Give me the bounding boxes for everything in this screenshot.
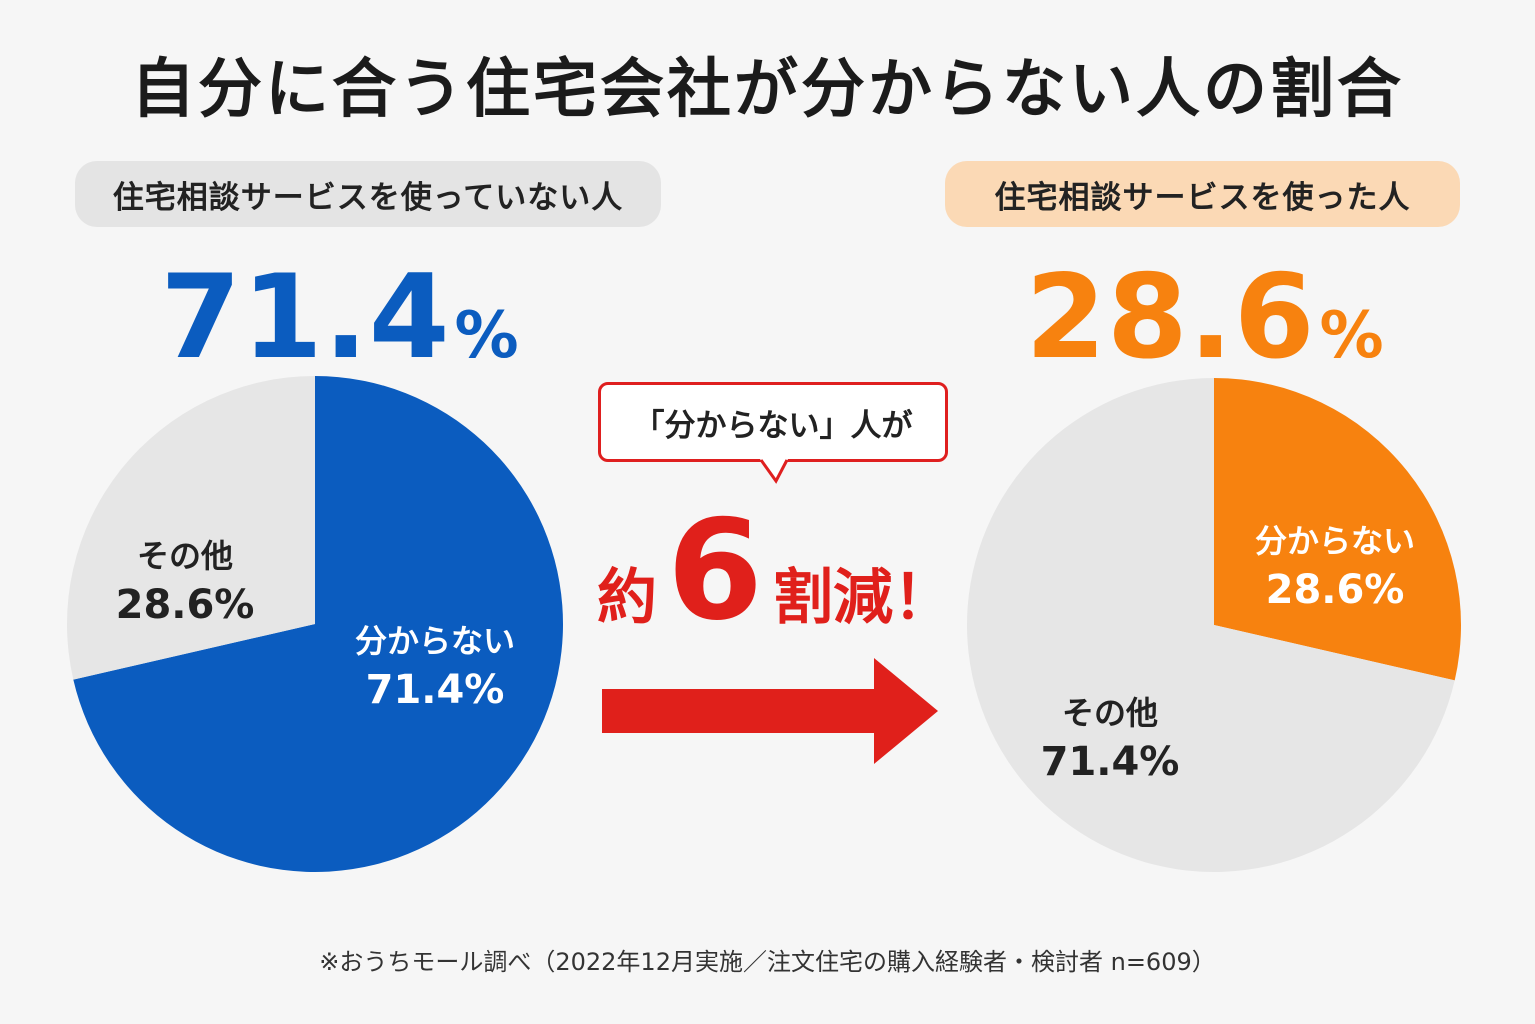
source-footnote: ※おうちモール調べ（2022年12月実施／注文住宅の購入経験者・検討者 n=60… bbox=[319, 948, 1216, 976]
group-label-right: 住宅相談サービスを使った人 bbox=[945, 161, 1460, 227]
group-label-left: 住宅相談サービスを使っていない人 bbox=[75, 161, 661, 227]
pie-slice-other bbox=[967, 378, 1455, 872]
page-title: 自分に合う住宅会社が分からない人の割合 bbox=[131, 53, 1404, 127]
pie-slice-other bbox=[67, 376, 316, 680]
pie-chart-right bbox=[967, 378, 1461, 872]
pie-slice-highlight bbox=[73, 376, 564, 872]
headline-unit-right: % bbox=[1319, 299, 1385, 373]
slice-label-value: 28.6% bbox=[115, 582, 255, 629]
slice-label-text: その他 bbox=[1061, 694, 1158, 732]
headline-unit-left: % bbox=[454, 299, 520, 373]
slice-label-text: その他 bbox=[136, 537, 233, 575]
right-arrow-icon bbox=[602, 658, 938, 764]
slice-label-text: 分からない bbox=[1254, 522, 1415, 560]
headline-value-right: 28.6 bbox=[1025, 250, 1316, 385]
slice-label-highlight-right: 分からない 28.6% bbox=[1230, 520, 1440, 617]
reduction-exclaim: ！ bbox=[893, 563, 954, 633]
reduction-number: 6 bbox=[666, 490, 764, 651]
slice-label-text: 分からない bbox=[354, 622, 515, 660]
headline-percentage-right: 28.6% bbox=[1005, 250, 1405, 385]
headline-value-left: 71.4 bbox=[160, 250, 451, 385]
reduction-suffix: 割減 bbox=[773, 563, 894, 633]
slice-label-value: 71.4% bbox=[1040, 739, 1180, 786]
pie-chart-left bbox=[67, 376, 564, 872]
slice-label-value: 71.4% bbox=[365, 667, 505, 714]
slice-label-value: 28.6% bbox=[1265, 567, 1405, 614]
slice-label-highlight-left: 分からない 71.4% bbox=[330, 620, 540, 717]
pie-slice-highlight bbox=[1214, 378, 1461, 681]
speech-bubble-tail bbox=[760, 459, 789, 484]
reduction-callout: 約 6 割減 ！ bbox=[590, 490, 960, 651]
speech-bubble: 「分からない」人が bbox=[598, 382, 948, 462]
reduction-prefix: 約 bbox=[596, 563, 657, 633]
slice-label-other-right: その他 71.4% bbox=[1025, 692, 1195, 789]
headline-percentage-left: 71.4% bbox=[140, 250, 540, 385]
slice-label-other-left: その他 28.6% bbox=[100, 535, 270, 632]
